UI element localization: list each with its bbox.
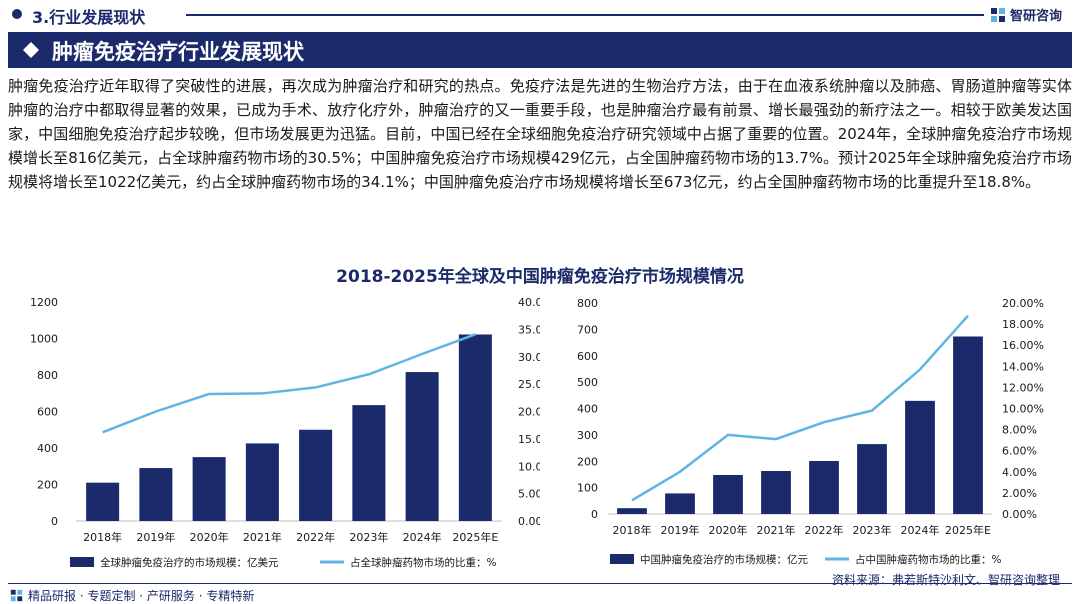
header-divider xyxy=(186,14,984,16)
category-label: 2018年 xyxy=(613,523,652,537)
bar xyxy=(857,444,887,514)
left-axis-tick: 400 xyxy=(577,403,598,416)
right-axis-tick: 18.00% xyxy=(1002,318,1044,331)
china-market-chart: 0 100 200 300 400 500 600 700 800 0.00% 2.00% 4.00%… xyxy=(577,297,1044,566)
page-banner: 肿瘤免疫治疗行业发展现状 xyxy=(8,32,1072,68)
left-axis-tick: 100 xyxy=(577,482,598,495)
category-label: 2023年 xyxy=(853,523,892,537)
legend-bar-label: 全球肿瘤免疫治疗的市场规模：亿美元 xyxy=(100,556,279,569)
series-line xyxy=(102,333,476,434)
right-axis-tick: 8.00% xyxy=(1002,424,1037,437)
section-header: 3.行业发展现状 智研咨询 xyxy=(0,0,1080,30)
right-axis-tick: 15.00% xyxy=(518,433,540,446)
bar xyxy=(953,336,983,514)
legend-bar-swatch xyxy=(610,554,634,564)
left-axis-tick: 800 xyxy=(37,369,58,382)
right-axis-tick: 25.00% xyxy=(518,378,540,391)
bar xyxy=(458,334,492,521)
left-axis-tick: 300 xyxy=(577,429,598,442)
bar xyxy=(761,471,791,514)
bar xyxy=(139,468,173,521)
category-label: 2018年 xyxy=(83,530,122,544)
right-axis-tick: 6.00% xyxy=(1002,445,1037,458)
bullet-icon xyxy=(12,9,22,19)
footer-text: 精品研报 · 专题定制 · 产研服务 · 专精特新 xyxy=(28,589,255,603)
left-axis-tick: 1200 xyxy=(30,296,58,309)
left-axis-tick: 400 xyxy=(37,442,58,455)
category-label: 2023年 xyxy=(349,530,388,544)
source-note: 资料来源：弗若斯特沙利文、智研咨询整理 xyxy=(827,571,1060,588)
left-axis-tick: 600 xyxy=(37,406,58,419)
right-axis-tick: 30.00% xyxy=(518,351,540,364)
bar xyxy=(245,443,279,521)
series-line xyxy=(631,314,969,502)
bar xyxy=(405,372,439,521)
bar xyxy=(617,508,647,514)
brand-logo-icon xyxy=(991,7,1005,22)
category-label: 2020年 xyxy=(709,523,748,537)
brand-logo-icon xyxy=(10,589,23,602)
left-axis-tick: 0 xyxy=(51,515,58,528)
legend-bar-swatch xyxy=(70,557,94,567)
legend-bar-label: 中国肿瘤免疫治疗的市场规模：亿元 xyxy=(640,553,808,566)
category-label: 2022年 xyxy=(805,523,844,537)
footer-divider xyxy=(8,583,1072,584)
brand-name: 智研咨询 xyxy=(1010,9,1063,24)
bar xyxy=(905,400,935,514)
category-label: 2019年 xyxy=(136,530,175,544)
left-axis-tick: 0 xyxy=(591,508,598,521)
legend-line-label: 占中国肿瘤药物市场的比重：% xyxy=(855,553,1001,566)
intro-paragraph: 肿瘤免疫治疗近年取得了突破性的进展，再次成为肿瘤治疗和研究的热点。免疫疗法是先进… xyxy=(8,77,1072,191)
right-axis-tick: 14.00% xyxy=(1002,360,1044,373)
right-axis-tick: 0.00% xyxy=(1002,508,1037,521)
legend-line-label: 占全球肿瘤药物市场的比重：% xyxy=(350,556,496,569)
left-axis-tick: 800 xyxy=(577,297,598,310)
global-market-chart: 0 200 400 600 800 1000 1200 0.00% 5.00% 10.00% 15.… xyxy=(30,296,540,569)
right-axis-tick: 40.00% xyxy=(518,296,540,309)
category-label: 2022年 xyxy=(296,530,335,544)
page-title: 肿瘤免疫治疗行业发展现状 xyxy=(52,40,304,64)
chart-title: 2018-2025年全球及中国肿瘤免疫治疗市场规模情况 xyxy=(336,267,744,287)
left-axis-tick: 200 xyxy=(37,479,58,492)
footer: 精品研报 · 专题定制 · 产研服务 · 专精特新 xyxy=(10,587,254,604)
right-axis-tick: 12.00% xyxy=(1002,381,1044,394)
right-axis-tick: 20.00% xyxy=(1002,297,1044,310)
right-axis-tick: 16.00% xyxy=(1002,339,1044,352)
right-axis-tick: 10.00% xyxy=(1002,403,1044,416)
left-axis-tick: 600 xyxy=(577,350,598,363)
category-label: 2024年 xyxy=(403,530,442,544)
bar xyxy=(299,429,333,521)
right-axis-tick: 20.00% xyxy=(518,406,540,419)
left-axis-tick: 200 xyxy=(577,455,598,468)
right-axis-tick: 35.00% xyxy=(518,323,540,336)
category-label: 2020年 xyxy=(190,530,229,544)
left-axis-tick: 500 xyxy=(577,376,598,389)
right-axis-tick: 2.00% xyxy=(1002,487,1037,500)
category-label: 2019年 xyxy=(661,523,700,537)
bar xyxy=(809,460,839,514)
bar xyxy=(86,482,120,521)
category-label: 2025年E xyxy=(945,523,991,537)
category-label: 2021年 xyxy=(757,523,796,537)
category-label: 2021年 xyxy=(243,530,282,544)
category-label: 2025年E xyxy=(452,530,498,544)
right-axis-tick: 5.00% xyxy=(518,488,540,501)
bar xyxy=(713,474,743,514)
diamond-icon xyxy=(23,42,39,58)
right-axis-tick: 0.00% xyxy=(518,515,540,528)
left-axis-tick: 700 xyxy=(577,323,598,336)
right-axis-tick: 4.00% xyxy=(1002,466,1037,479)
left-axis-tick: 1000 xyxy=(30,333,58,346)
right-axis-tick: 10.00% xyxy=(518,460,540,473)
bar xyxy=(352,405,386,521)
brand: 智研咨询 xyxy=(990,5,1062,24)
bar xyxy=(665,493,695,514)
category-label: 2024年 xyxy=(901,523,940,537)
bar xyxy=(192,457,226,521)
section-title: 3.行业发展现状 xyxy=(32,8,146,27)
